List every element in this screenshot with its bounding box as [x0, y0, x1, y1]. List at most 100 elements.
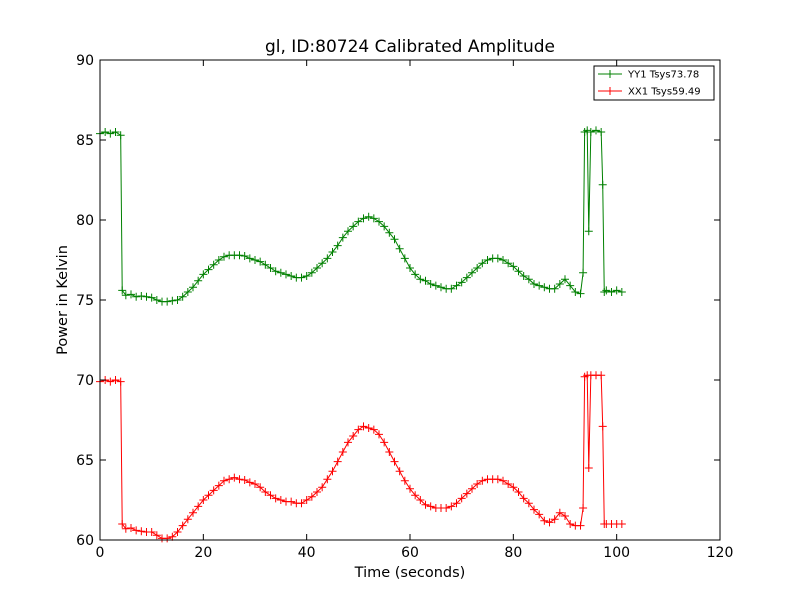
chart-title: gl, ID:80724 Calibrated Amplitude — [265, 37, 555, 57]
data-point — [173, 528, 182, 536]
data-point — [561, 275, 569, 284]
data-point — [282, 270, 290, 279]
data-point — [127, 524, 135, 532]
data-point — [173, 296, 182, 304]
data-point — [261, 260, 270, 269]
data-point — [519, 272, 528, 280]
data-point — [118, 520, 127, 528]
data-point — [297, 273, 306, 282]
y-tick-label: 60 — [76, 533, 94, 549]
data-point — [302, 272, 311, 280]
data-point — [499, 476, 507, 485]
y-tick-label: 65 — [76, 453, 94, 469]
data-point — [328, 248, 337, 256]
data-point — [152, 296, 161, 304]
data-point — [375, 430, 383, 439]
y-tick-label: 80 — [76, 213, 94, 229]
data-point — [530, 280, 538, 288]
data-point — [152, 531, 161, 540]
data-point — [478, 259, 487, 268]
data-point — [220, 476, 228, 485]
data-point — [209, 486, 218, 495]
series-layer — [96, 126, 626, 543]
data-point — [555, 280, 564, 288]
data-point — [561, 512, 569, 520]
y-tick-label: 75 — [76, 293, 94, 309]
data-point — [540, 283, 549, 292]
data-point — [106, 377, 115, 386]
data-point — [127, 290, 135, 299]
data-point — [354, 217, 363, 226]
plot-area — [100, 60, 720, 540]
data-point — [302, 496, 311, 504]
data-point — [579, 268, 588, 277]
data-point — [297, 499, 306, 508]
data-point — [328, 467, 337, 476]
data-point — [369, 214, 378, 223]
data-point — [220, 252, 228, 261]
data-point — [194, 502, 203, 511]
data-point — [364, 212, 373, 221]
data-point — [524, 275, 533, 284]
data-point — [111, 128, 120, 136]
y-tick-label: 70 — [76, 373, 94, 389]
data-point — [550, 284, 559, 293]
x-tick-label: 100 — [603, 545, 630, 561]
data-point — [168, 532, 177, 541]
data-point — [101, 128, 110, 136]
data-point — [245, 254, 254, 263]
data-point — [468, 268, 476, 277]
data-point — [400, 254, 409, 263]
data-point — [524, 499, 533, 508]
data-point — [390, 235, 399, 244]
data-point — [586, 128, 595, 136]
legend: YY1 Tsys73.78 XX1 Tsys59.49 — [593, 65, 715, 101]
data-point — [261, 488, 270, 496]
data-point — [468, 484, 476, 493]
x-tick-label: 20 — [194, 545, 212, 561]
data-point — [571, 288, 580, 296]
data-point — [519, 494, 528, 503]
data-point — [245, 478, 254, 487]
data-point — [514, 267, 523, 276]
data-point — [545, 518, 554, 527]
data-point — [566, 520, 575, 528]
data-point — [380, 222, 389, 231]
data-point — [344, 227, 352, 236]
data-point — [307, 268, 316, 277]
series-line — [99, 129, 622, 303]
data-point — [452, 499, 461, 508]
data-point — [530, 505, 538, 514]
data-point — [163, 297, 172, 306]
data-point — [514, 488, 523, 496]
data-point — [597, 371, 606, 380]
data-point — [199, 496, 208, 504]
data-point — [235, 251, 244, 260]
data-point — [447, 284, 456, 293]
data-point — [509, 262, 518, 271]
data-point — [183, 515, 192, 524]
data-point — [323, 475, 332, 484]
y-tick-label: 85 — [76, 133, 94, 149]
data-point — [271, 267, 280, 276]
data-point — [431, 281, 440, 290]
data-point — [540, 516, 549, 525]
data-point — [592, 126, 600, 135]
data-point — [121, 524, 130, 533]
data-point — [235, 475, 244, 484]
data-point — [576, 289, 585, 298]
legend-label: XX1 Tsys59.49 — [628, 87, 701, 98]
data-point — [147, 528, 156, 536]
data-point — [411, 491, 420, 500]
data-point — [225, 475, 234, 484]
data-point — [566, 281, 575, 290]
data-point — [400, 476, 409, 485]
data-point — [426, 280, 435, 288]
data-point — [256, 257, 265, 266]
x-axis-title: Time (seconds) — [354, 565, 466, 581]
data-point — [478, 476, 487, 485]
data-point — [607, 288, 616, 296]
data-point — [189, 283, 197, 292]
data-point — [323, 254, 332, 263]
data-point — [338, 448, 347, 456]
